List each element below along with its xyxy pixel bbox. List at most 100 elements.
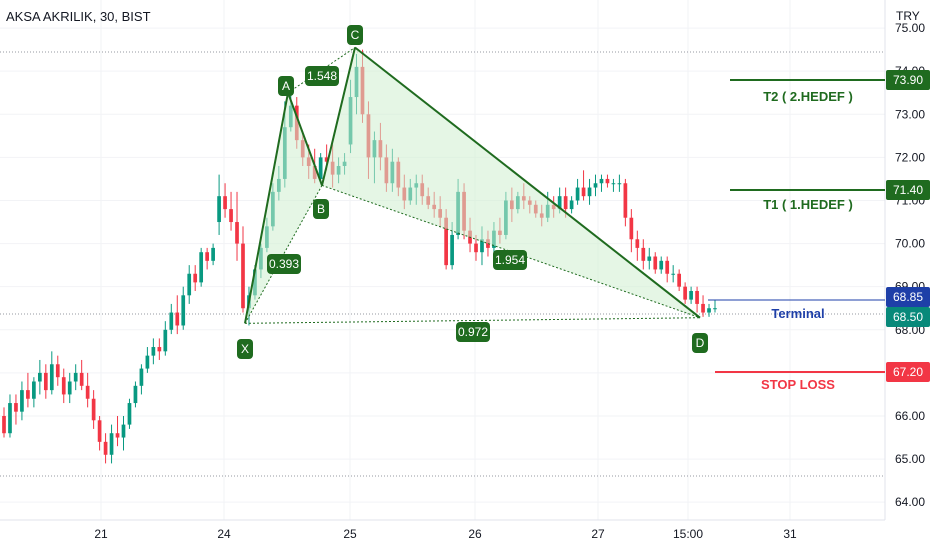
candle-body: [55, 364, 60, 378]
leg-bc: [321, 47, 356, 186]
candle-body: [480, 239, 484, 253]
candle-body: [217, 196, 221, 223]
pattern-point-label: B: [317, 202, 325, 216]
candle-body: [187, 273, 192, 296]
candle: [635, 230, 640, 261]
candle: [37, 359, 42, 395]
candle: [695, 286, 699, 313]
candle: [32, 377, 36, 408]
candle: [73, 364, 78, 391]
candle: [43, 364, 48, 399]
candle: [647, 247, 652, 270]
stop-price-tag: [886, 362, 930, 382]
x-tick-label: 24: [217, 527, 231, 541]
y-tick-label: 72.00: [895, 150, 925, 164]
candle-body: [151, 347, 156, 356]
candle: [175, 295, 180, 335]
candle-body: [73, 372, 78, 382]
candle: [659, 256, 664, 274]
candle-body: [689, 290, 693, 300]
pattern-point-badge: [347, 25, 363, 45]
candle: [103, 433, 108, 464]
pattern-point-badge: [313, 199, 329, 219]
candle: [187, 265, 192, 304]
candle-body: [169, 312, 174, 330]
candle-body: [175, 312, 180, 326]
candle-body: [43, 372, 48, 391]
candle: [20, 381, 24, 421]
candle-body: [629, 217, 634, 240]
candle-body: [205, 252, 209, 261]
candle-body: [486, 239, 490, 248]
grid-layer: [0, 0, 885, 520]
leg-ab: [287, 92, 323, 186]
candle-body: [26, 390, 30, 399]
candle: [199, 247, 204, 287]
candle: [121, 415, 126, 451]
candle-body: [145, 355, 150, 369]
pattern-point-label: C: [351, 28, 360, 42]
candle: [665, 256, 670, 283]
candle-body: [701, 303, 705, 313]
candle: [61, 368, 66, 404]
y-tick-label: 65.00: [895, 452, 925, 466]
candle: [623, 178, 628, 227]
ratio-badge: [493, 250, 527, 270]
candle: [217, 174, 221, 235]
candle: [629, 209, 634, 253]
candle: [581, 170, 586, 201]
candle: [127, 398, 132, 429]
candle: [145, 347, 150, 373]
leg-cd: [354, 46, 701, 319]
candle-body: [474, 243, 478, 253]
candle-body: [599, 178, 604, 184]
candle: [611, 178, 616, 192]
candle: [85, 372, 90, 408]
candle: [713, 299, 717, 313]
candle: [211, 243, 215, 266]
candle-body: [569, 200, 574, 210]
ratio-badge: [305, 66, 339, 86]
candle-body: [14, 403, 18, 412]
candle-body: [683, 286, 687, 300]
stop-price-value: 67.20: [893, 365, 923, 379]
candle-body: [49, 364, 54, 391]
pattern-point-label: X: [241, 342, 249, 356]
ratio-badge: [267, 254, 301, 274]
candle: [55, 355, 60, 386]
pattern-point-badge: [237, 339, 253, 359]
x-tick-label: 26: [468, 527, 482, 541]
candle: [707, 303, 711, 317]
candle-body: [659, 260, 664, 270]
candle-body: [193, 273, 198, 283]
candle-body: [139, 368, 144, 386]
harmonic-pattern-layer: X A B C D 1.548 0.393 1.954 0.972: [237, 25, 708, 359]
candle: [157, 338, 162, 360]
candle-body: [241, 243, 245, 309]
candle-body: [91, 398, 96, 421]
candle-body: [653, 256, 658, 270]
candle-body: [587, 187, 592, 197]
candle: [605, 174, 610, 188]
candle: [617, 174, 622, 192]
candle-body: [324, 157, 329, 162]
candle-body: [8, 403, 12, 434]
candle: [79, 359, 84, 391]
current-price-tag: [886, 307, 930, 327]
candle: [653, 252, 658, 274]
y-tick-label: 70.00: [895, 237, 925, 251]
pattern-point-badge: [692, 333, 708, 353]
candle-body: [133, 385, 138, 404]
candle: [318, 153, 323, 184]
candle: [8, 394, 12, 438]
candle: [671, 265, 676, 283]
terminal-price-value: 68.85: [893, 290, 923, 304]
ratio-label: 1.548: [307, 69, 337, 83]
candle: [599, 174, 604, 192]
candle: [109, 424, 114, 464]
candle-body: [223, 196, 227, 210]
candle: [139, 364, 144, 395]
candle-body: [707, 308, 711, 313]
candle-body: [67, 381, 72, 395]
